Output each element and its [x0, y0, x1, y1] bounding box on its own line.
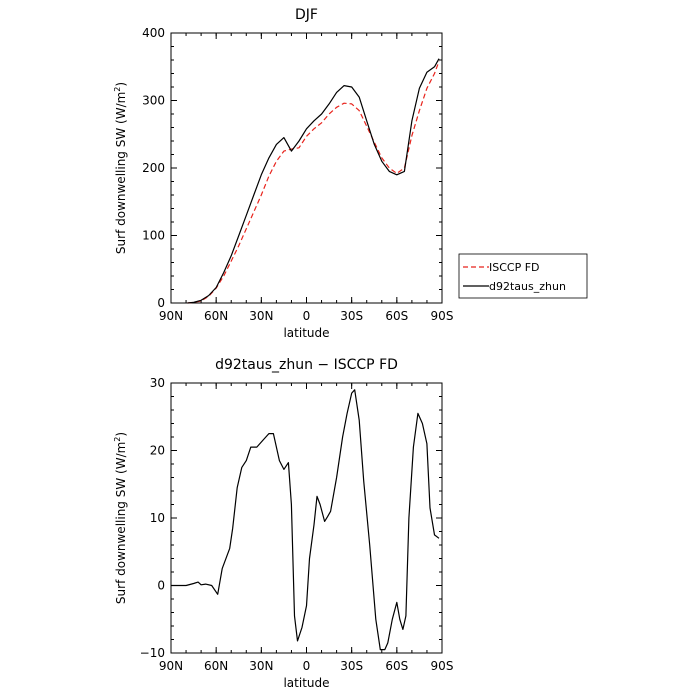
panel-top: 0 100 200 300 400 90N 60N 30N 0 30S 60S 90S DJF latit… — [113, 7, 588, 340]
series-line-isccp-fd — [187, 61, 440, 304]
x-tick-label: 90N — [159, 309, 183, 323]
x-tick-label: 30S — [340, 659, 363, 673]
x-tick-label: 30S — [340, 309, 363, 323]
x-axis-label: latitude — [283, 676, 329, 690]
x-axis-label: latitude — [283, 326, 329, 340]
series-line-diff-0 — [171, 389, 440, 651]
y-tick-label: 200 — [142, 161, 165, 175]
y-axis-label: Surf downwelling SW (W/m2) — [113, 432, 128, 604]
chart-title: d92taus_zhun − ISCCP FD — [215, 357, 398, 373]
x-tick-label: 60S — [385, 309, 408, 323]
y-tick-label: 30 — [150, 376, 165, 390]
y-tick-label: 0 — [157, 296, 165, 310]
x-tick-label: 90N — [159, 659, 183, 673]
panel-bottom: −10 0 10 20 30 90N 60N 30N 0 30S 60S 90S d92taus_zhu… — [113, 357, 453, 690]
y-tick-label: 100 — [142, 229, 165, 243]
x-tick-label: 30N — [249, 659, 273, 673]
plot-frame — [170, 32, 443, 304]
series-line-d92taus-zhun — [187, 58, 440, 304]
y-axis-label: Surf downwelling SW (W/m2) — [113, 82, 128, 254]
y-tick-label: 10 — [150, 511, 165, 525]
x-tick-label: 60N — [204, 309, 228, 323]
y-tick-label: 20 — [150, 444, 165, 458]
x-tick-label: 90S — [431, 659, 454, 673]
legend-entry: d92taus_zhun — [489, 280, 566, 293]
y-tick-label: 400 — [142, 26, 165, 40]
y-tick-label: −10 — [140, 646, 165, 660]
x-tick-label: 60N — [204, 659, 228, 673]
x-tick-label: 0 — [303, 309, 311, 323]
x-tick-label: 0 — [303, 659, 311, 673]
legend-entry: ISCCP FD — [489, 261, 540, 274]
x-tick-label: 60S — [385, 659, 408, 673]
x-tick-label: 30N — [249, 309, 273, 323]
chart-title: DJF — [295, 7, 318, 23]
x-tick-label: 90S — [431, 309, 454, 323]
plot-frame — [170, 382, 443, 654]
y-tick-label: 0 — [157, 579, 165, 593]
y-tick-label: 300 — [142, 94, 165, 108]
legend-box — [458, 253, 588, 299]
legend: ISCCP FD d92taus_zhun — [458, 253, 588, 299]
